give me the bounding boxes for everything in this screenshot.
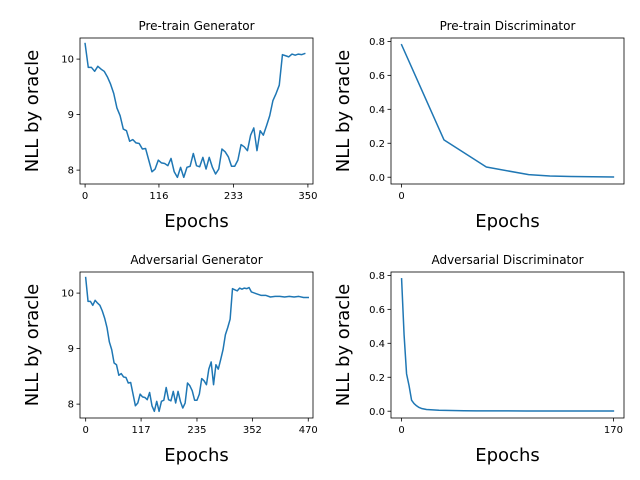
y-tick-label: 10 — [61, 55, 74, 66]
y-tick-label: 0.4 — [369, 105, 385, 116]
x-tick-label: 235 — [187, 425, 206, 436]
y-tick-label: 9 — [68, 110, 74, 121]
y-axis-label: NLL by oracle — [22, 284, 43, 406]
x-tick-label: 0 — [398, 425, 404, 436]
chart-title: Adversarial Discriminator — [431, 253, 583, 267]
x-tick-label: 233 — [224, 191, 243, 202]
y-tick-label: 0.2 — [369, 373, 385, 384]
y-tick-label: 0.2 — [369, 139, 385, 150]
x-tick-label: 0 — [82, 191, 88, 202]
series-line — [400, 278, 615, 412]
x-axis-label: Epochs — [475, 445, 540, 466]
plot-frame — [390, 37, 625, 185]
x-tick-label: 352 — [243, 425, 262, 436]
chart-title: Pre-train Generator — [138, 19, 254, 33]
y-tick-label: 8 — [68, 166, 74, 177]
chart-panel-2: Pre-train Discriminator 0 0.0 0.2 0.4 0.6 0.8 E… — [333, 19, 625, 232]
y-tick-label: 0.6 — [369, 305, 385, 316]
chart-panel-1: Pre-train Generator 0 116 233 350 8 9 10 Epochs N… — [22, 19, 317, 232]
x-axis-label: Epochs — [164, 211, 229, 232]
x-tick-label: 350 — [298, 191, 317, 202]
x-tick-label: 170 — [604, 425, 623, 436]
x-tick-label: 0 — [398, 191, 404, 202]
x-tick-label: 117 — [132, 425, 151, 436]
y-tick-label: 0.4 — [369, 339, 385, 350]
x-tick-label: 0 — [82, 425, 88, 436]
y-axis-label: NLL by oracle — [22, 50, 43, 172]
x-tick-label: 470 — [299, 425, 318, 436]
y-tick-label: 9 — [68, 344, 74, 355]
chart-panel-4: Adversarial Discriminator 0 170 0.0 0.2 0.4 0.… — [333, 253, 625, 466]
chart-panel-3: Adversarial Generator 0 117 235 352 470 8 9 10 Ep… — [22, 253, 318, 466]
chart-title: Adversarial Generator — [130, 253, 262, 267]
x-axis-label: Epochs — [164, 445, 229, 466]
y-tick-label: 10 — [61, 289, 74, 300]
series-line — [400, 43, 615, 178]
y-tick-label: 0.8 — [369, 37, 385, 48]
y-tick-label: 8 — [68, 400, 74, 411]
y-axis-label: NLL by oracle — [333, 284, 354, 406]
y-tick-label: 0.6 — [369, 71, 385, 82]
x-axis-label: Epochs — [475, 211, 540, 232]
plot-frame — [79, 37, 314, 185]
y-axis-label: NLL by oracle — [333, 50, 354, 172]
series-line — [84, 276, 310, 413]
y-tick-label: 0.0 — [369, 173, 385, 184]
y-tick-label: 0.0 — [369, 407, 385, 418]
y-tick-label: 0.8 — [369, 271, 385, 282]
plot-frame — [390, 271, 625, 419]
plot-frame — [79, 271, 314, 419]
x-tick-label: 116 — [149, 191, 168, 202]
series-line — [84, 42, 306, 179]
chart-title: Pre-train Discriminator — [440, 19, 576, 33]
